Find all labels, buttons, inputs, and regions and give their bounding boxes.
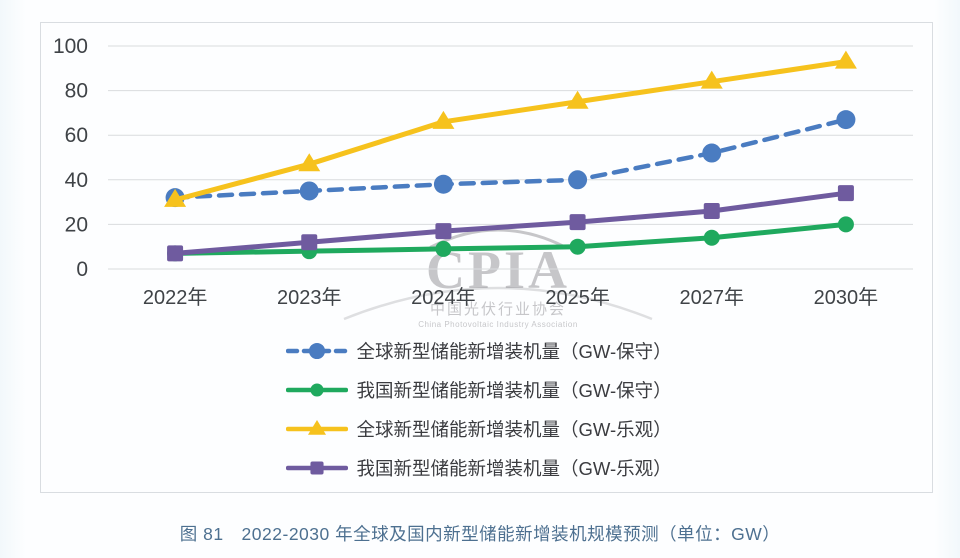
legend-item-china-optimistic: 我国新型储能新增装机量（GW-乐观） [285, 455, 688, 481]
svg-text:2027年: 2027年 [680, 286, 745, 309]
svg-text:40: 40 [65, 169, 88, 192]
legend-sample-global-optimistic-icon [285, 419, 348, 435]
legend-sample-global-conservative-icon [285, 342, 348, 360]
svg-text:80: 80 [65, 80, 88, 103]
svg-text:60: 60 [65, 124, 88, 147]
chart-card: CPIA 中国光伏行业协会 China Photovoltaic Industr… [40, 22, 933, 493]
legend-item-global-conservative: 全球新型储能新增装机量（GW-保守） [285, 338, 688, 364]
legend-label: 我国新型储能新增装机量（GW-乐观） [356, 458, 672, 479]
svg-text:2023年: 2023年 [277, 286, 342, 309]
chart-legend: 全球新型储能新增装机量（GW-保守） 我国新型储能新增装机量（GW-保守） 全球… [41, 338, 932, 481]
svg-text:2022年: 2022年 [143, 286, 208, 309]
svg-text:2030年: 2030年 [814, 286, 879, 309]
svg-text:2024年: 2024年 [411, 286, 476, 309]
figure-caption: 图 81 2022-2030 年全球及国内新型储能新增装机规模预测（单位：GW） [179, 524, 781, 544]
legend-item-global-optimistic: 全球新型储能新增装机量（GW-乐观） [285, 416, 688, 442]
legend-label: 全球新型储能新增装机量（GW-保守） [356, 341, 672, 362]
legend-label: 我国新型储能新增装机量（GW-保守） [356, 380, 672, 401]
legend-item-china-conservative: 我国新型储能新增装机量（GW-保守） [285, 377, 688, 403]
legend-sample-china-conservative-icon [285, 383, 348, 397]
legend-label: 全球新型储能新增装机量（GW-乐观） [356, 419, 672, 440]
legend-sample-china-optimistic-icon [285, 461, 348, 475]
line-chart: 0 20 40 60 80 100 2022年 2023年 2024年 2025年 2027年 203… [53, 35, 913, 309]
svg-text:0: 0 [76, 258, 88, 281]
svg-text:2025年: 2025年 [545, 286, 610, 309]
svg-text:20: 20 [65, 213, 88, 236]
svg-text:100: 100 [53, 35, 88, 58]
